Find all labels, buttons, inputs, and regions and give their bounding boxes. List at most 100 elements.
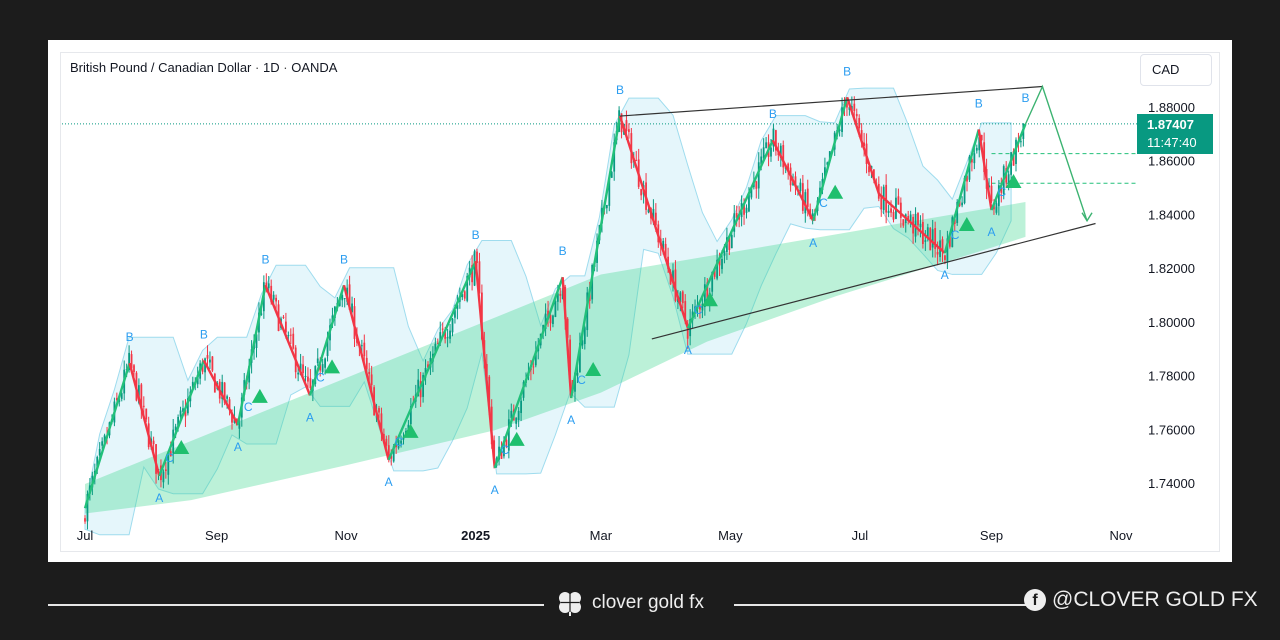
currency-button[interactable]: CAD <box>1140 54 1212 86</box>
candle-body <box>500 446 503 459</box>
candle-body <box>892 211 895 220</box>
y-tick-label: 1.82000 <box>1148 261 1195 276</box>
buy-triangle-marker <box>1005 174 1022 189</box>
title-separator-2: · <box>283 60 288 75</box>
candle-body <box>679 292 682 302</box>
zigzag-down-leg <box>474 260 496 468</box>
candle-body <box>703 284 706 308</box>
candle-body <box>765 142 767 149</box>
candle-body <box>211 356 214 371</box>
candle-body <box>140 384 143 409</box>
candle-body <box>672 270 674 283</box>
candle-body <box>289 334 292 336</box>
candle-body <box>360 345 363 347</box>
candle-body <box>434 343 437 353</box>
chart-frame: B A C B A C B A C B A C B A C B A C B A C B A C B A C B A C B 1.88000 1.… <box>48 40 1232 562</box>
candle-body <box>716 259 718 279</box>
bar-countdown: 11:47:40 <box>1147 135 1197 150</box>
timeframe[interactable]: 1D <box>262 60 280 75</box>
candle-body <box>417 379 420 397</box>
candle-body <box>282 316 285 318</box>
candle-body <box>471 265 473 283</box>
candle-body <box>787 163 790 171</box>
candle-body <box>187 398 189 414</box>
pattern-label-a: A <box>567 413 575 427</box>
candle-body <box>566 318 569 338</box>
candle-body <box>532 366 535 368</box>
candle-body <box>456 304 459 310</box>
pattern-label-c: C <box>395 435 404 449</box>
zigzag-down-leg <box>264 284 312 396</box>
candle-body <box>826 162 829 165</box>
candle-body <box>348 284 351 310</box>
price-chart[interactable]: BACBACBACBACBACBACBACBACBACBACB1.880001.… <box>48 40 1232 562</box>
x-tick-label: Sep <box>205 528 228 543</box>
candle-body <box>174 426 177 431</box>
candle-body <box>635 160 638 162</box>
candle-body <box>324 358 326 368</box>
candle-body <box>287 335 290 337</box>
candle-body <box>973 153 976 164</box>
candle-body <box>917 213 919 226</box>
y-tick-label: 1.78000 <box>1148 369 1195 384</box>
candle-body <box>824 167 826 178</box>
footer-divider-right <box>734 604 1038 606</box>
candle-body <box>948 236 951 247</box>
candle-body <box>547 310 549 317</box>
candle-body <box>292 333 295 349</box>
footer-divider-left <box>48 604 544 606</box>
projection-path <box>1024 84 1088 222</box>
candle-body <box>721 258 723 270</box>
candle-body <box>103 435 106 443</box>
candle-body <box>569 339 571 378</box>
candle-body <box>164 469 167 472</box>
social-handle-group[interactable]: f @CLOVER GOLD FX <box>1024 588 1258 612</box>
candle-body <box>743 202 745 215</box>
pattern-label-a: A <box>941 268 949 282</box>
zigzag-up-leg <box>83 362 131 509</box>
candle-body <box>223 382 226 403</box>
candle-body <box>86 494 89 522</box>
candle-body <box>887 210 890 213</box>
candle-body <box>576 372 579 376</box>
candle-body <box>128 352 130 370</box>
candle-body <box>801 183 804 211</box>
candle-body <box>858 118 861 129</box>
candle-body <box>681 291 684 304</box>
candle-body <box>365 357 368 370</box>
candle-body <box>326 339 329 356</box>
candle-body <box>446 337 449 339</box>
candle-body <box>96 456 99 469</box>
pattern-label-c: C <box>819 196 828 210</box>
pattern-label-b: B <box>769 107 777 121</box>
candle-body <box>738 216 741 220</box>
candle-body <box>750 188 753 198</box>
pattern-label-a: A <box>234 440 242 454</box>
y-tick-label: 1.74000 <box>1148 476 1195 491</box>
symbol-name[interactable]: British Pound / Canadian Dollar <box>70 60 252 75</box>
candle-body <box>899 202 902 218</box>
candle-body <box>647 209 650 213</box>
channel-lower-line <box>651 222 1096 340</box>
candle-body <box>255 334 258 349</box>
candle-body <box>191 381 194 389</box>
candle-body <box>209 359 211 363</box>
candle-body <box>179 410 182 417</box>
candle-body <box>975 147 978 151</box>
candle-body <box>730 235 733 249</box>
candle-body <box>779 145 782 159</box>
candle-body <box>605 204 608 209</box>
candle-body <box>101 441 104 446</box>
pattern-label-c: C <box>316 370 325 384</box>
candle-body <box>204 358 206 373</box>
buy-triangle-marker <box>585 362 602 377</box>
zigzag-down-leg <box>771 139 815 222</box>
social-handle[interactable]: @CLOVER GOLD FX <box>1052 588 1258 611</box>
candle-body <box>654 212 657 226</box>
candle-body <box>409 406 412 425</box>
candle-body <box>897 196 900 205</box>
candle-body <box>794 176 797 188</box>
candle-body <box>275 297 277 302</box>
candle-body <box>1007 174 1010 185</box>
candle-body <box>608 178 611 206</box>
